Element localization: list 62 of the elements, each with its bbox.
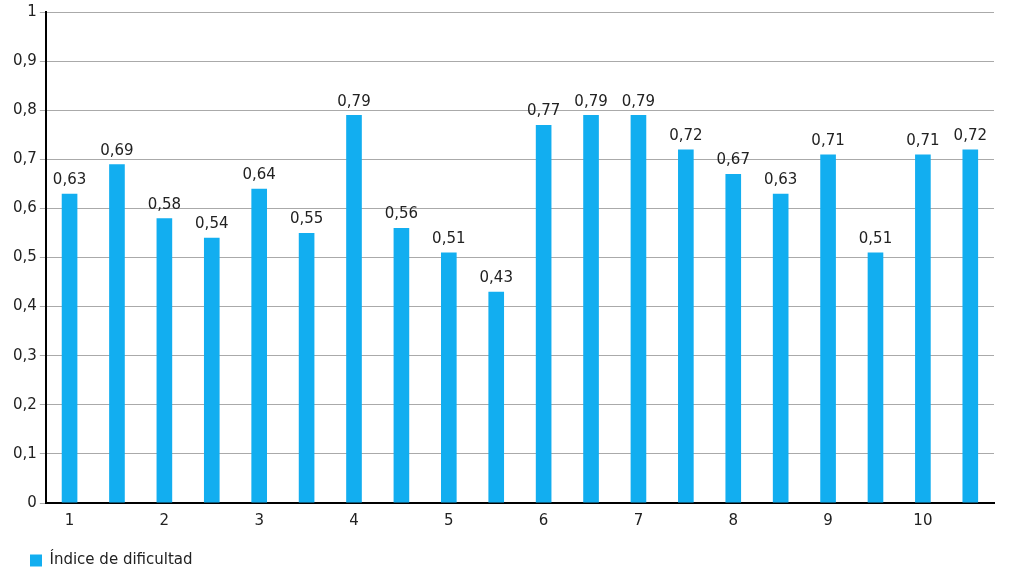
data-label: 0,54 [195, 214, 229, 233]
data-label: 0,67 [716, 150, 750, 169]
x-tick-label: 4 [349, 510, 359, 529]
x-tick-label: 3 [254, 510, 264, 529]
x-tick-label: 6 [538, 510, 549, 529]
bar [867, 252, 884, 503]
x-tick-label: 7 [633, 510, 644, 529]
bar [440, 252, 457, 503]
bar [393, 228, 410, 503]
bar [298, 232, 315, 503]
bar [251, 188, 268, 503]
y-tick-label: 0,9 [13, 50, 37, 69]
data-label: 0,43 [479, 268, 513, 287]
y-tick-label: 1 [27, 1, 37, 20]
bar [725, 174, 742, 503]
bar [772, 193, 789, 503]
bar [678, 149, 694, 503]
y-tick-label: 0,2 [13, 394, 37, 413]
x-tick-label: 2 [159, 510, 170, 529]
y-tick-label: 0,3 [13, 345, 37, 364]
data-label: 0,63 [52, 170, 87, 189]
y-tick-label: 0,7 [13, 149, 37, 168]
data-label: 0,56 [384, 204, 419, 223]
bar [915, 154, 931, 503]
y-tick-label: 0,1 [13, 443, 37, 462]
x-tick-label: 1 [64, 510, 75, 529]
bar [203, 237, 220, 503]
data-label: 0,58 [147, 194, 182, 213]
x-tick-label: 9 [823, 510, 833, 529]
bar [820, 154, 836, 503]
bar [61, 193, 78, 503]
data-label: 0,77 [526, 101, 561, 120]
bar [630, 115, 647, 503]
data-label: 0,69 [100, 140, 134, 159]
data-label: 0,51 [858, 228, 893, 247]
data-label: 0,64 [242, 165, 276, 184]
data-label: 0,71 [811, 130, 845, 149]
data-label: 0,72 [669, 125, 703, 144]
y-tick-label: 0,4 [13, 296, 37, 315]
bar [109, 164, 125, 503]
bar [488, 291, 505, 503]
x-tick-label: 5 [444, 510, 454, 529]
data-label: 0,79 [574, 91, 608, 110]
bar [346, 115, 362, 503]
bar [583, 115, 599, 503]
bar [962, 149, 979, 503]
x-tick-label: 8 [728, 510, 739, 529]
y-tick-label: 0,6 [13, 198, 37, 217]
data-label: 0,79 [621, 91, 656, 110]
bar [535, 124, 552, 503]
bar [156, 218, 173, 503]
data-label: 0,72 [953, 125, 987, 144]
data-label: 0,55 [289, 209, 324, 228]
y-tick-label: 0 [27, 492, 37, 511]
data-label: 0,71 [906, 130, 940, 149]
data-label: 0,63 [763, 170, 798, 189]
y-tick-label: 0,8 [13, 100, 37, 119]
x-tick-label: 10 [913, 510, 933, 529]
legend-label: Índice de dificultad [49, 549, 193, 569]
y-tick-label: 0,5 [13, 247, 37, 266]
data-label: 0,51 [432, 228, 466, 247]
data-label: 0,79 [337, 91, 371, 110]
